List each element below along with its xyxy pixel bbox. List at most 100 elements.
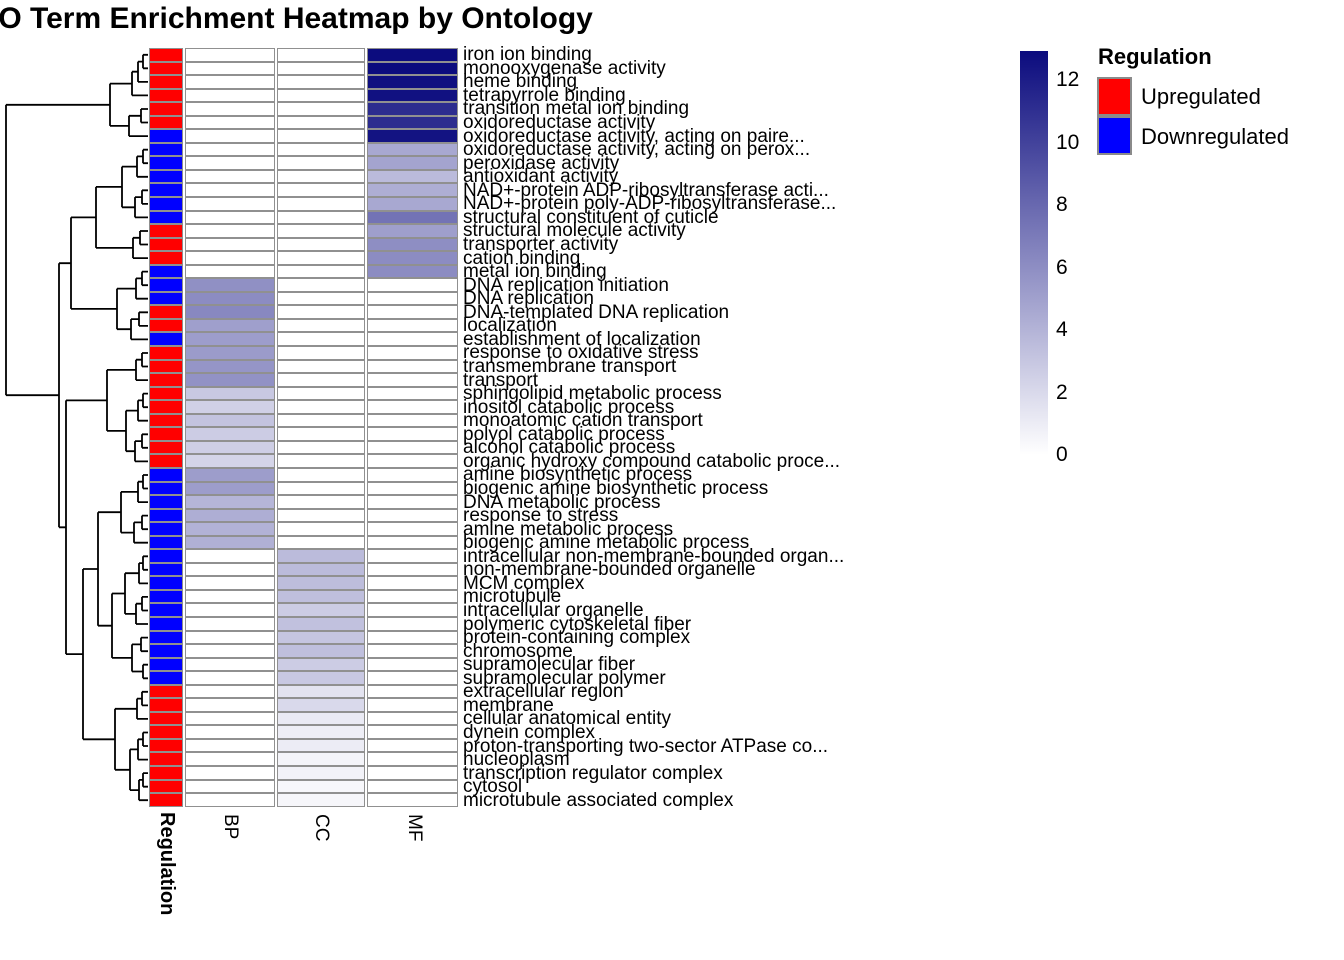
row-label: structural constituent of cuticle bbox=[463, 206, 719, 228]
heatmap-cell bbox=[277, 183, 365, 198]
heatmap-cell bbox=[367, 481, 458, 496]
row-label: sphingolipid metabolic process bbox=[463, 383, 722, 405]
row-label: nucleoplasm bbox=[463, 749, 570, 771]
heatmap-cell bbox=[277, 562, 365, 577]
row-label: DNA metabolic process bbox=[463, 491, 661, 513]
heatmap-cell bbox=[367, 711, 458, 726]
regulation-cell bbox=[149, 251, 183, 265]
heatmap-cell bbox=[367, 197, 458, 211]
row-label: transporter activity bbox=[463, 234, 619, 256]
heatmap-cell bbox=[185, 779, 275, 794]
heatmap-cell bbox=[277, 156, 365, 170]
heatmap-cell bbox=[367, 129, 458, 143]
heatmap-cell bbox=[367, 454, 458, 468]
heatmap-cell bbox=[185, 278, 275, 292]
heatmap-cell bbox=[185, 183, 275, 198]
heatmap-cell bbox=[277, 102, 365, 116]
row-label: transmembrane transport bbox=[463, 356, 677, 378]
heatmap-cell bbox=[367, 400, 458, 414]
regulation-cell bbox=[149, 711, 183, 726]
heatmap-cell bbox=[367, 508, 458, 523]
regulation-cell bbox=[149, 467, 183, 482]
heatmap-cell bbox=[277, 440, 365, 455]
heatmap-cell bbox=[277, 698, 365, 712]
row-label: transcription regulator complex bbox=[463, 762, 723, 784]
heatmap-cell bbox=[185, 576, 275, 590]
heatmap-cell bbox=[185, 373, 275, 387]
heatmap-cell bbox=[277, 427, 365, 441]
regulation-cell bbox=[149, 549, 183, 563]
heatmap-cell bbox=[185, 738, 275, 753]
dendrogram-branches bbox=[5, 53, 148, 802]
heatmap-cell bbox=[185, 508, 275, 523]
row-label: response to stress bbox=[463, 505, 619, 527]
enrichment-colorbar bbox=[1020, 51, 1048, 455]
regulation-cell bbox=[149, 508, 183, 523]
regulation-cell bbox=[149, 738, 183, 753]
regulation-cell bbox=[149, 115, 183, 130]
heatmap-cell bbox=[367, 698, 458, 712]
heatmap-cell bbox=[277, 332, 365, 347]
heatmap-cell bbox=[185, 467, 275, 482]
heatmap-cell bbox=[277, 224, 365, 238]
row-label: microtubule bbox=[463, 586, 562, 608]
heatmap-cell bbox=[367, 291, 458, 306]
colorbar-tick: 0 bbox=[1056, 443, 1068, 466]
heatmap-cell bbox=[185, 495, 275, 509]
heatmap-cell bbox=[277, 657, 365, 672]
heatmap-cell bbox=[185, 197, 275, 211]
heatmap-cell bbox=[367, 535, 458, 550]
heatmap-cell bbox=[367, 440, 458, 455]
heatmap-cell bbox=[367, 427, 458, 441]
row-label: establishment of localization bbox=[463, 328, 701, 350]
heatmap-cell bbox=[185, 765, 275, 780]
row-label: oxidoreductase activity, acting on paire… bbox=[463, 125, 805, 147]
heatmap-cell bbox=[277, 197, 365, 211]
row-label: DNA replication initiation bbox=[463, 274, 669, 296]
heatmap-cell bbox=[277, 495, 365, 509]
regulation-cell bbox=[149, 671, 183, 685]
row-label: biogenic amine biosynthetic process bbox=[463, 478, 769, 499]
heatmap-cell bbox=[367, 61, 458, 76]
regulation-cell bbox=[149, 440, 183, 455]
colorbar-tick: 2 bbox=[1056, 380, 1068, 404]
heatmap-column-bp bbox=[185, 48, 275, 807]
regulation-cell bbox=[149, 630, 183, 645]
row-label: supramolecular polymer bbox=[463, 667, 666, 689]
heatmap-cell bbox=[185, 291, 275, 306]
heatmap-cell bbox=[277, 169, 365, 184]
heatmap-cell bbox=[185, 481, 275, 496]
row-label: transport bbox=[463, 369, 538, 391]
row-label: microtubule associated complex bbox=[463, 789, 734, 811]
heatmap-cell bbox=[185, 224, 275, 238]
row-label: inositol catabolic process bbox=[463, 396, 675, 418]
heatmap-cell bbox=[367, 264, 458, 279]
heatmap-cell bbox=[185, 589, 275, 604]
regulation-cell bbox=[149, 346, 183, 360]
heatmap-cell bbox=[277, 359, 365, 374]
heatmap-cell bbox=[367, 765, 458, 780]
heatmap-cell bbox=[277, 264, 365, 279]
row-label: non-membrane-bounded organelle bbox=[463, 559, 756, 581]
heatmap-cell bbox=[277, 535, 365, 550]
heatmap-cell bbox=[367, 644, 458, 658]
regulation-cell bbox=[149, 102, 183, 116]
row-label: amine biosynthetic process bbox=[463, 464, 693, 486]
heatmap-cell bbox=[367, 156, 458, 170]
heatmap-cell bbox=[185, 210, 275, 225]
row-label: cation binding bbox=[463, 247, 581, 269]
heatmap-cell bbox=[367, 359, 458, 374]
heatmap-cell bbox=[367, 562, 458, 577]
heatmap-cell bbox=[367, 183, 458, 198]
heatmap-cell bbox=[277, 305, 365, 319]
row-label: proton-transporting two-sector ATPase co… bbox=[463, 735, 829, 757]
heatmap-cell bbox=[367, 75, 458, 89]
heatmap-cell bbox=[185, 440, 275, 455]
heatmap-cell bbox=[185, 616, 275, 631]
heatmap-cell bbox=[277, 467, 365, 482]
column-label-cc: CC bbox=[311, 814, 332, 842]
heatmap-cell bbox=[185, 413, 275, 428]
heatmap-cell bbox=[277, 413, 365, 428]
heatmap-cell bbox=[185, 752, 275, 766]
